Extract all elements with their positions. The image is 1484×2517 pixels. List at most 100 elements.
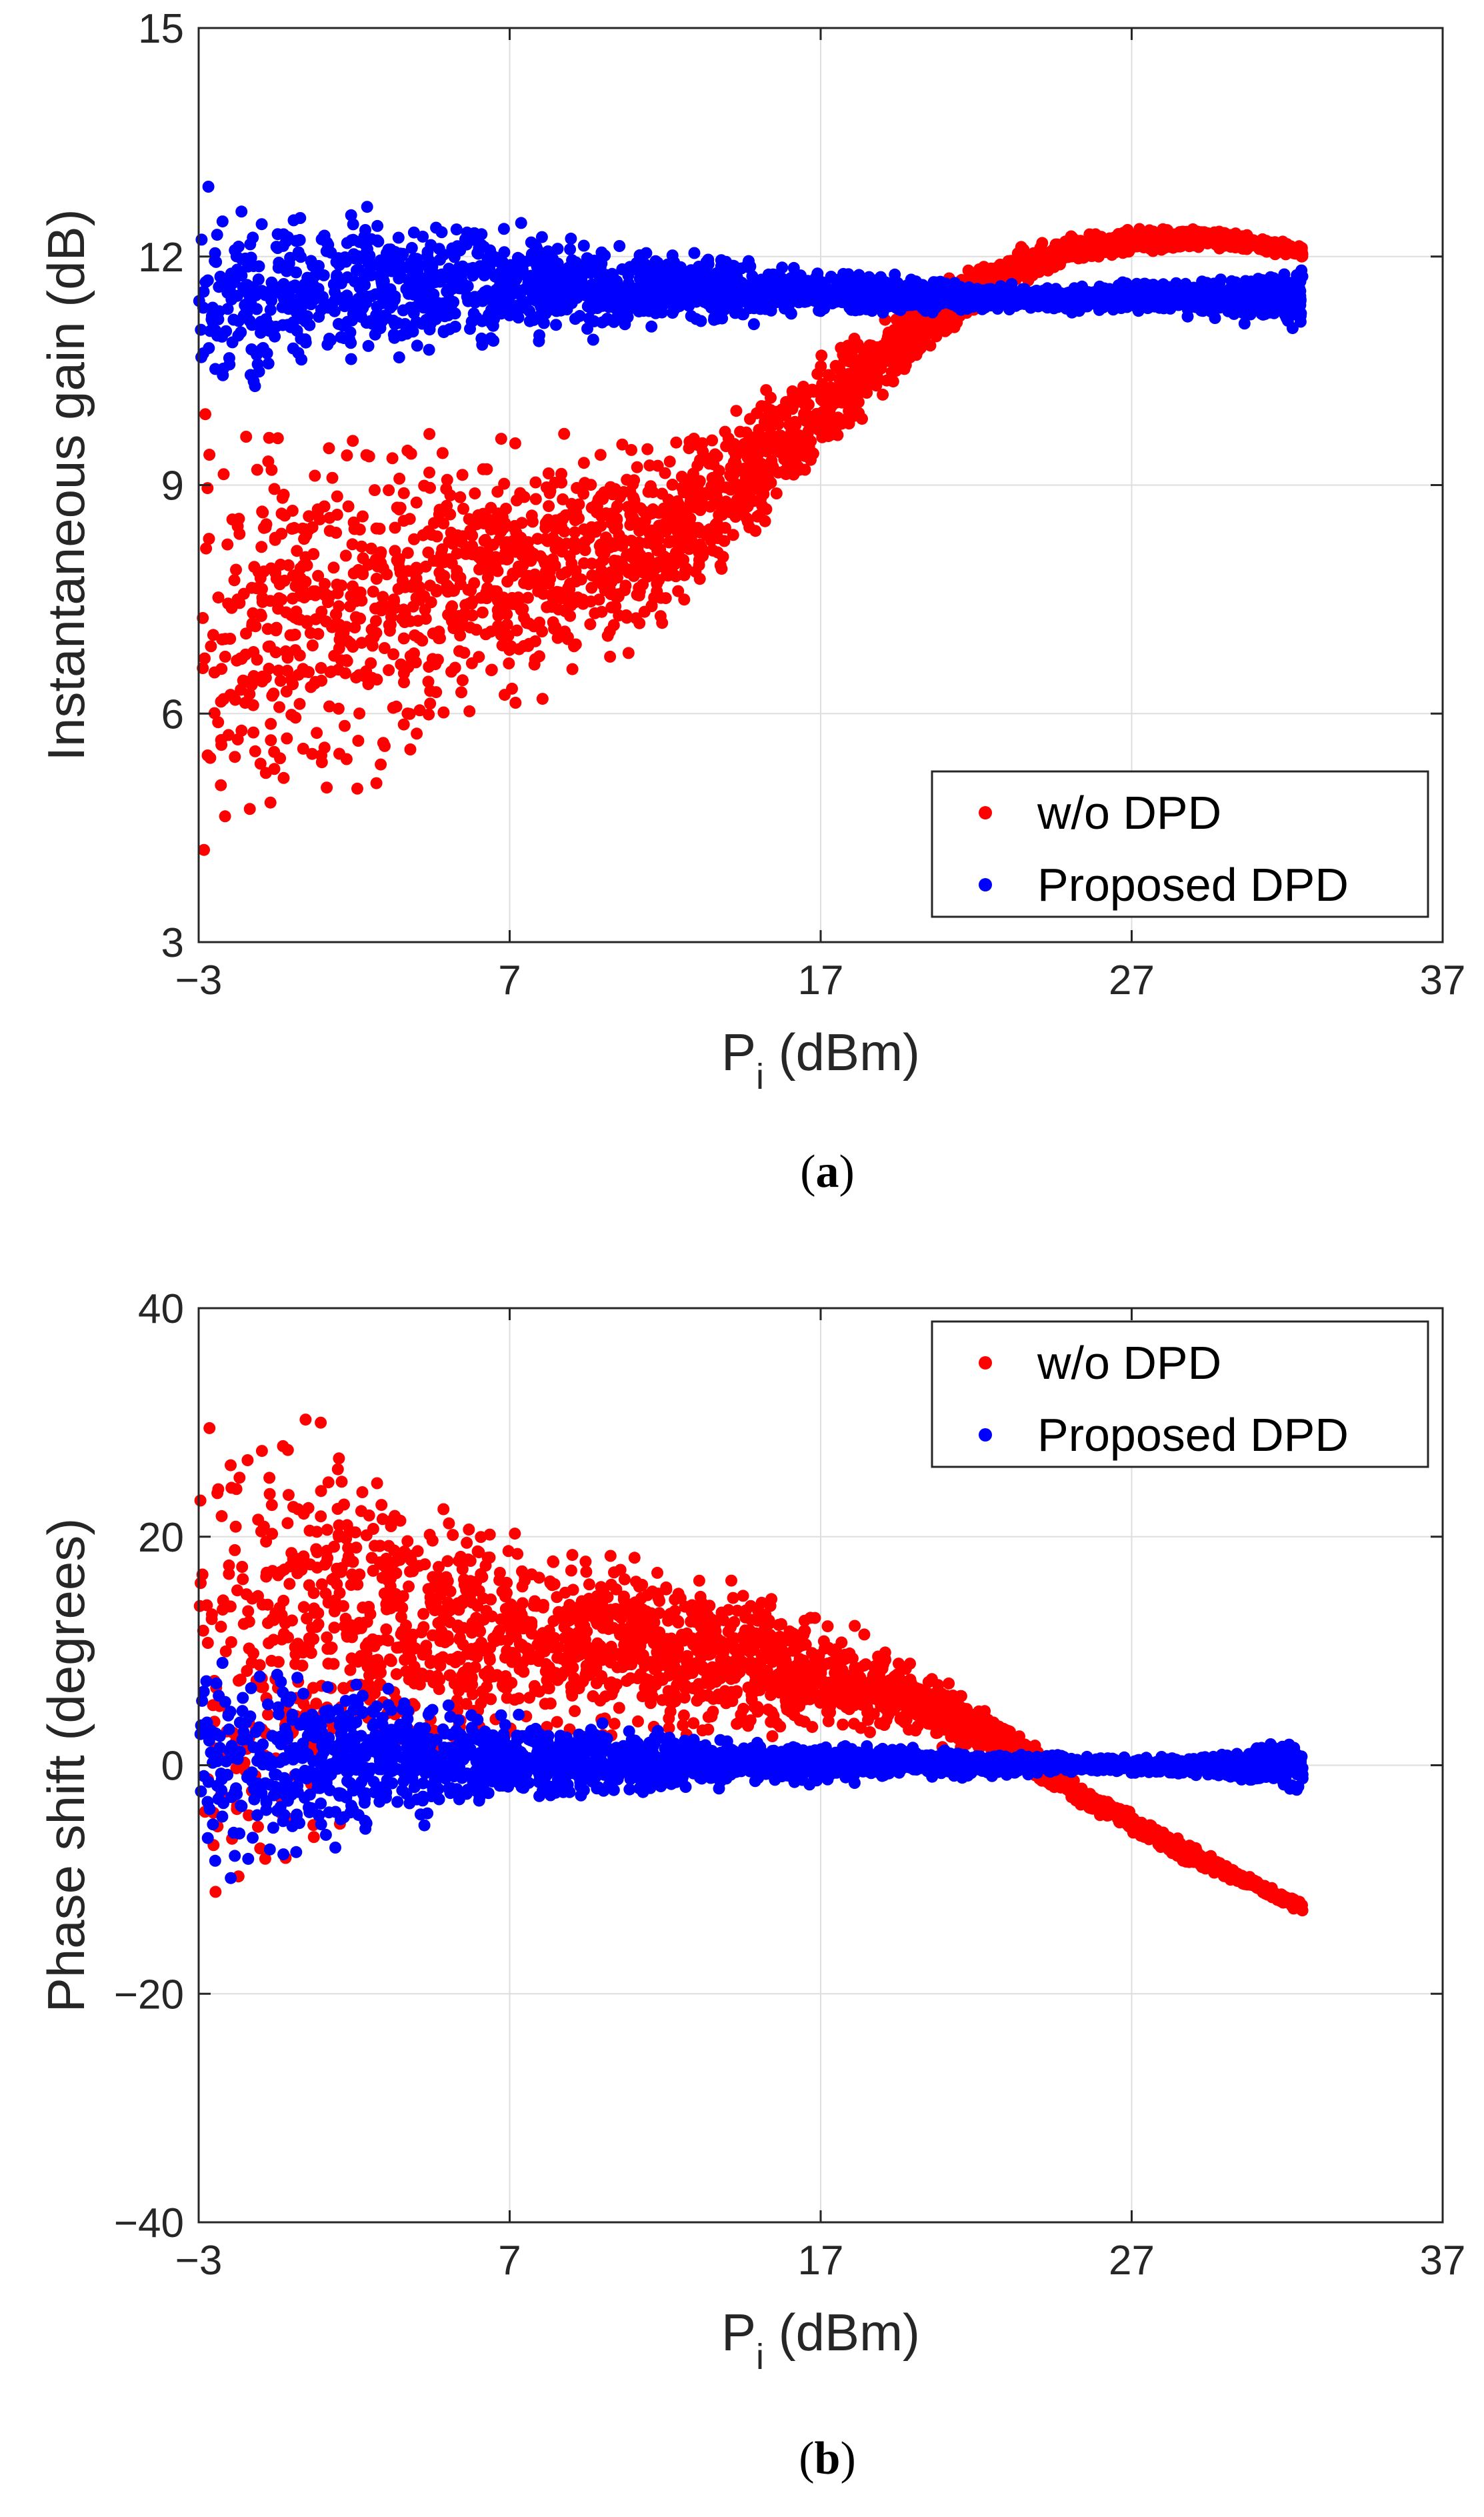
data-point bbox=[666, 478, 679, 491]
data-point bbox=[1109, 244, 1121, 257]
data-point bbox=[762, 408, 775, 420]
data-point bbox=[609, 571, 622, 583]
data-point bbox=[799, 449, 811, 462]
data-point bbox=[216, 330, 228, 343]
data-point bbox=[621, 549, 633, 562]
data-point bbox=[401, 707, 414, 720]
data-point bbox=[197, 611, 209, 624]
data-point bbox=[529, 239, 541, 251]
data-point bbox=[433, 503, 446, 516]
data-point bbox=[534, 550, 547, 563]
data-point bbox=[1243, 233, 1256, 245]
data-point bbox=[585, 581, 598, 594]
data-point bbox=[436, 447, 449, 459]
data-point bbox=[456, 469, 469, 481]
data-point bbox=[387, 328, 400, 341]
data-point bbox=[243, 803, 256, 815]
data-point bbox=[563, 550, 576, 563]
data-point bbox=[675, 471, 688, 483]
data-point bbox=[710, 491, 723, 503]
data-point bbox=[509, 437, 521, 449]
data-point bbox=[423, 708, 435, 721]
data-point bbox=[204, 751, 217, 764]
data-point bbox=[518, 611, 530, 624]
data-point bbox=[360, 317, 373, 329]
data-point bbox=[215, 733, 227, 746]
data-point bbox=[709, 270, 722, 283]
data-point bbox=[388, 595, 401, 607]
data-point bbox=[577, 457, 590, 469]
data-point bbox=[449, 661, 461, 674]
data-point bbox=[522, 578, 535, 591]
data-point bbox=[375, 557, 387, 569]
data-point bbox=[597, 493, 609, 505]
data-point bbox=[265, 325, 278, 338]
data-point bbox=[659, 467, 671, 479]
data-point bbox=[1291, 295, 1304, 307]
data-point bbox=[251, 653, 263, 666]
data-point bbox=[367, 585, 379, 598]
data-point bbox=[815, 360, 827, 373]
data-point bbox=[393, 503, 405, 515]
data-point bbox=[369, 484, 381, 497]
data-point bbox=[404, 615, 417, 627]
data-point bbox=[587, 333, 599, 346]
data-point bbox=[256, 343, 268, 355]
data-point bbox=[404, 743, 417, 755]
data-point bbox=[251, 358, 264, 371]
data-point bbox=[397, 574, 409, 587]
data-point bbox=[663, 536, 675, 549]
data-point bbox=[344, 637, 357, 649]
data-point bbox=[277, 771, 290, 784]
data-point bbox=[433, 243, 445, 255]
data-point bbox=[651, 544, 664, 557]
data-point bbox=[326, 471, 339, 484]
data-point bbox=[463, 705, 476, 717]
data-point bbox=[234, 652, 247, 665]
data-point bbox=[515, 217, 527, 229]
data-point bbox=[356, 288, 369, 301]
data-point bbox=[299, 336, 312, 349]
data-point bbox=[454, 629, 467, 641]
data-point bbox=[512, 565, 525, 578]
data-point bbox=[891, 341, 904, 353]
data-point bbox=[1286, 322, 1299, 335]
data-point bbox=[547, 593, 560, 606]
data-point bbox=[605, 601, 618, 613]
data-point bbox=[485, 663, 498, 676]
data-point bbox=[771, 296, 783, 309]
data-point bbox=[625, 443, 637, 456]
data-point bbox=[557, 493, 569, 505]
data-point bbox=[499, 546, 512, 559]
data-point bbox=[533, 579, 546, 591]
data-point bbox=[229, 751, 241, 763]
data-point bbox=[843, 417, 855, 430]
data-point bbox=[725, 483, 737, 496]
data-point bbox=[461, 226, 473, 239]
data-point bbox=[559, 509, 572, 521]
data-point bbox=[515, 517, 528, 529]
data-point bbox=[821, 407, 834, 419]
data-point bbox=[676, 481, 689, 494]
data-point bbox=[725, 470, 737, 483]
data-point bbox=[346, 538, 359, 551]
data-point bbox=[994, 258, 1007, 271]
data-point bbox=[515, 602, 527, 615]
data-point bbox=[799, 463, 811, 476]
data-point bbox=[427, 627, 439, 640]
data-point bbox=[246, 619, 259, 632]
data-point bbox=[672, 585, 685, 597]
data-point bbox=[511, 624, 523, 637]
data-point bbox=[290, 266, 303, 279]
data-point bbox=[264, 303, 277, 316]
data-point bbox=[789, 419, 802, 431]
data-point bbox=[307, 259, 319, 272]
data-point bbox=[385, 611, 397, 623]
series-wo-dpd-points bbox=[197, 223, 1309, 856]
data-point bbox=[455, 686, 467, 699]
data-point bbox=[595, 538, 607, 551]
data-point bbox=[263, 662, 275, 675]
data-point bbox=[370, 777, 383, 789]
data-point bbox=[251, 463, 263, 476]
data-point bbox=[579, 477, 591, 489]
